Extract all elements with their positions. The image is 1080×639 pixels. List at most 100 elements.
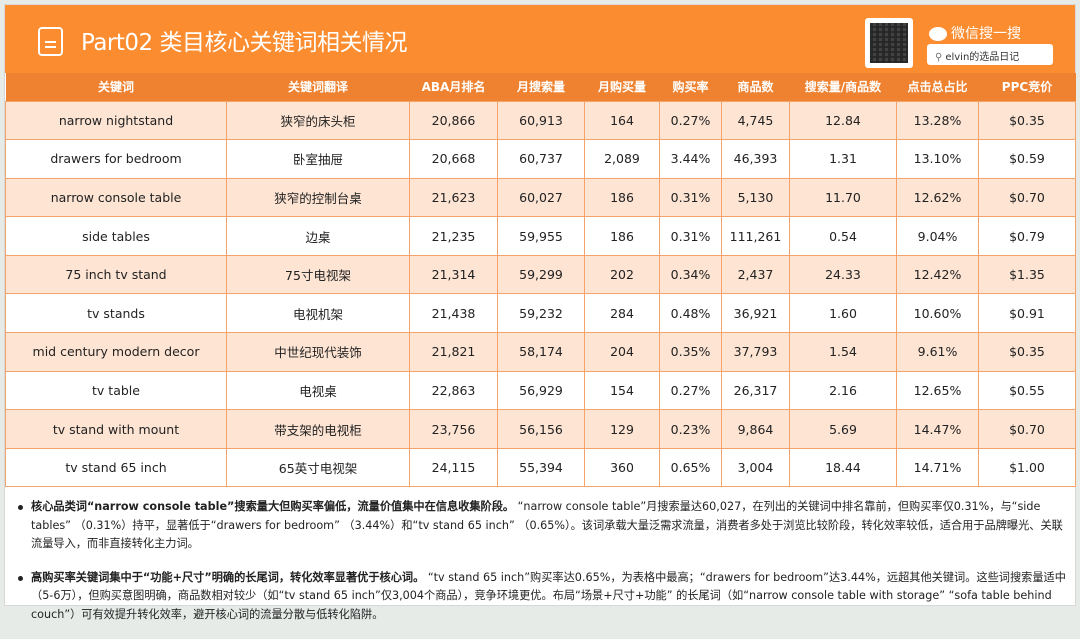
table-cell: 14.47% — [896, 409, 979, 449]
table-cell: tv stands — [5, 293, 227, 334]
table-cell: 2,437 — [721, 254, 790, 295]
column-header: 搜索量/商品数 — [789, 73, 897, 101]
table-cell: 4,745 — [721, 100, 790, 141]
table-cell: 59,955 — [497, 216, 585, 256]
table-cell: 111,261 — [721, 216, 790, 256]
table-cell: 75寸电视架 — [226, 254, 410, 295]
table-cell: 46,393 — [721, 139, 790, 179]
table-cell: 0.34% — [659, 254, 722, 295]
table-cell: 204 — [584, 332, 660, 372]
table-cell: 202 — [584, 254, 660, 295]
table-cell: 中世纪现代装饰 — [226, 332, 410, 372]
search-value: elvin的选品日记 — [945, 52, 1020, 63]
table-cell: 14.71% — [896, 447, 979, 488]
table-cell: 186 — [584, 216, 660, 256]
table-row: tv stands 电视机架 21,438 59,232 284 0.48% 36,921 1… — [5, 293, 1076, 334]
table-cell: 0.48% — [659, 293, 722, 334]
table-cell: 22,863 — [409, 370, 498, 411]
column-header: 点击总占比 — [896, 73, 979, 101]
table-cell: 5,130 — [721, 177, 790, 218]
table-cell: 37,793 — [721, 332, 790, 372]
table-cell: 13.28% — [896, 100, 979, 141]
table-cell: 18.44 — [789, 447, 897, 488]
column-header: 关键词翻译 — [226, 73, 410, 101]
search-box[interactable]: ⚲ elvin的选品日记 — [927, 44, 1053, 65]
table-row: tv stand with mount 带支架的电视柜 23,756 56,156 12… — [5, 409, 1076, 449]
table-cell: $0.35 — [978, 100, 1076, 141]
table-cell: 59,299 — [497, 254, 585, 295]
notes: 核心品类词“narrow console table”搜索量大但购买率偏低，流量… — [15, 498, 1070, 639]
table-row: drawers for bedroom 卧室抽屉 20,668 60,737 2,089… — [5, 139, 1076, 179]
table-cell: 129 — [584, 409, 660, 449]
table-cell: 21,314 — [409, 254, 498, 295]
table-cell: 21,821 — [409, 332, 498, 372]
table-cell: 带支架的电视柜 — [226, 409, 410, 449]
table-cell: 电视机架 — [226, 293, 410, 334]
table-cell: 0.35% — [659, 332, 722, 372]
table-cell: $0.35 — [978, 332, 1076, 372]
table-cell: 21,623 — [409, 177, 498, 218]
table-cell: 1.60 — [789, 293, 897, 334]
header-bar: Part02 类目核心关键词相关情况 微信搜一搜 ⚲ elvin的选品日记 — [5, 5, 1075, 73]
table-cell: $0.59 — [978, 139, 1076, 179]
table-cell: 55,394 — [497, 447, 585, 488]
table-cell: 20,866 — [409, 100, 498, 141]
column-header: 关键词 — [5, 73, 227, 101]
table-cell: $0.70 — [978, 409, 1076, 449]
table-cell: 23,756 — [409, 409, 498, 449]
table-cell: 59,232 — [497, 293, 585, 334]
keyword-table: 关键词 关键词翻译 ABA月排名 月搜索量 月购买量 购买率 商品数 搜索量/商品数 点击总占比… — [5, 73, 1076, 488]
table-cell: 3.44% — [659, 139, 722, 179]
table-cell: 284 — [584, 293, 660, 334]
table-cell: 0.31% — [659, 177, 722, 218]
column-header: 月购买量 — [584, 73, 660, 101]
table-cell: 360 — [584, 447, 660, 488]
table-cell: 2.16 — [789, 370, 897, 411]
table-row: tv table 电视桌 22,863 56,929 154 0.27% 26,317 2.1… — [5, 370, 1076, 411]
table-cell: $0.79 — [978, 216, 1076, 256]
table-cell: $0.70 — [978, 177, 1076, 218]
qr-code — [865, 18, 913, 68]
table-cell: narrow console table — [5, 177, 227, 218]
column-header: PPC竞价 — [978, 73, 1076, 101]
wechat-label: 微信搜一搜 — [929, 23, 1021, 43]
table-cell: 60,737 — [497, 139, 585, 179]
table-cell: 电视桌 — [226, 370, 410, 411]
table-cell: tv table — [5, 370, 227, 411]
column-header: 月搜索量 — [497, 73, 585, 101]
table-cell: $1.35 — [978, 254, 1076, 295]
table-cell: $0.91 — [978, 293, 1076, 334]
note-2: 高购买率关键词集中于“功能+尺寸”明确的长尾词，转化效率显著优于核心词。 “tv… — [15, 569, 1070, 625]
table-cell: 12.84 — [789, 100, 897, 141]
table-cell: 0.65% — [659, 447, 722, 488]
table-cell: 3,004 — [721, 447, 790, 488]
table-cell: 26,317 — [721, 370, 790, 411]
table-cell: 卧室抽屉 — [226, 139, 410, 179]
table-cell: $1.00 — [978, 447, 1076, 488]
table-cell: narrow nightstand — [5, 100, 227, 141]
table-row: narrow console table 狭窄的控制台桌 21,623 60,027 1… — [5, 177, 1076, 218]
table-cell: 21,438 — [409, 293, 498, 334]
table-cell: 154 — [584, 370, 660, 411]
table-cell: 狭窄的控制台桌 — [226, 177, 410, 218]
note-1-heading: 核心品类词“narrow console table”搜索量大但购买率偏低，流量… — [31, 500, 515, 513]
table-cell: 5.69 — [789, 409, 897, 449]
table-cell: 60,027 — [497, 177, 585, 218]
note-1: 核心品类词“narrow console table”搜索量大但购买率偏低，流量… — [15, 498, 1070, 554]
slide: Part02 类目核心关键词相关情况 微信搜一搜 ⚲ elvin的选品日记 关键词… — [4, 4, 1076, 621]
table-cell: side tables — [5, 216, 227, 256]
table-cell: 58,174 — [497, 332, 585, 372]
table-cell: tv stand 65 inch — [5, 447, 227, 488]
table-cell: 0.31% — [659, 216, 722, 256]
table-cell: 65英寸电视架 — [226, 447, 410, 488]
table-cell: 164 — [584, 100, 660, 141]
table-cell: drawers for bedroom — [5, 139, 227, 179]
table-cell: 狭窄的床头柜 — [226, 100, 410, 141]
table-row: narrow nightstand 狭窄的床头柜 20,866 60,913 164 0.… — [5, 100, 1076, 141]
table-cell: 186 — [584, 177, 660, 218]
table-cell: tv stand with mount — [5, 409, 227, 449]
table-cell: 0.27% — [659, 100, 722, 141]
wechat-text: 微信搜一搜 — [951, 26, 1021, 42]
column-header: ABA月排名 — [409, 73, 498, 101]
table-cell: 9.61% — [896, 332, 979, 372]
